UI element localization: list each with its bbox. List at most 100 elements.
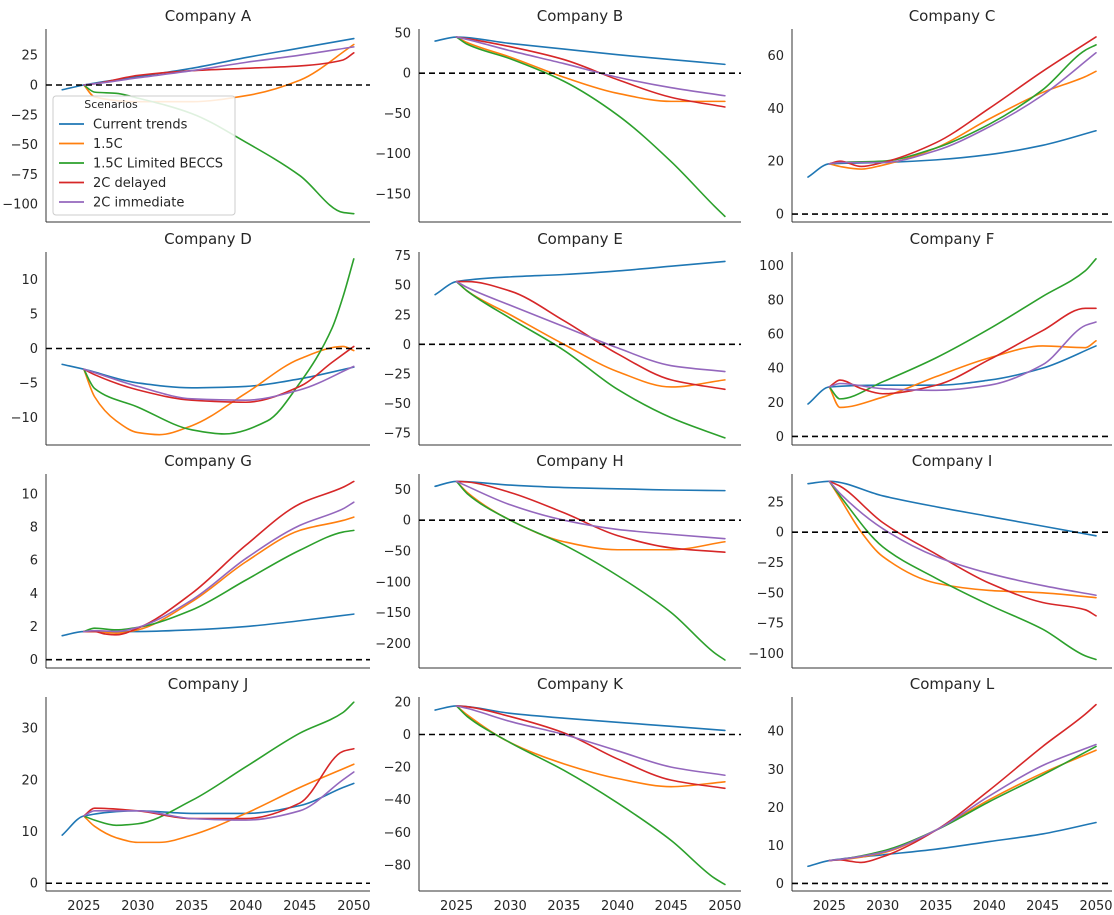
series-line-1-5c-limited-beccs [828, 480, 1097, 661]
panel-title: Company I [912, 452, 993, 470]
panel-company-e: Company E 75 50 25 0 −25 −50 −75 [384, 230, 741, 446]
panel-company-b: Company B 50 0 −50 −100 −150 [375, 7, 741, 223]
series-line-1-5c-limited-beccs [828, 745, 1097, 862]
plot-area [61, 258, 355, 436]
x-tick-label: 2050 [708, 899, 741, 914]
y-tick-label: 0 [30, 877, 38, 892]
plot-area [807, 480, 1097, 661]
series-line-2c-delayed [83, 480, 355, 636]
series-line-1-5c [83, 345, 355, 436]
y-tick-label: 25 [767, 495, 784, 510]
y-tick-label: 25 [21, 49, 38, 64]
series-line-1-5c [828, 749, 1097, 862]
y-tick-label: 50 [394, 483, 411, 498]
x-tick-label: 2025 [813, 899, 846, 914]
series-line-2c-delayed [455, 480, 726, 554]
series-line-2c-immediate [83, 771, 355, 821]
legend: Scenarios Current trends 1.5C 1.5C Limited … [52, 95, 236, 216]
y-tick-label: 10 [21, 487, 38, 502]
series-line-2c-delayed [828, 480, 1097, 617]
series-line-2c-immediate [83, 501, 355, 633]
y-tick-label: 10 [21, 273, 38, 288]
x-tick-label: 2030 [866, 899, 899, 914]
y-tick-label: −25 [11, 108, 38, 123]
y-tick-label: −50 [384, 544, 411, 559]
plot-area [434, 705, 726, 886]
y-tick-label: −60 [384, 826, 411, 841]
x-tick-label: 2040 [973, 899, 1006, 914]
y-tick-label: 50 [394, 27, 411, 42]
plot-area [434, 36, 726, 218]
legend-label-2c-delayed: 2C delayed [93, 176, 166, 191]
series-line-1-5c-limited-beccs [83, 529, 355, 633]
y-tick-label: −50 [757, 586, 784, 601]
y-tick-label: −100 [2, 198, 38, 213]
series-line-current-trends [434, 480, 726, 492]
panel-title: Company H [536, 452, 623, 470]
panel-company-f: Company F 100 80 60 40 20 0 [759, 230, 1112, 446]
y-tick-label: 0 [776, 526, 784, 541]
series-line-current-trends [807, 345, 1097, 405]
plot-area [61, 701, 355, 844]
legend-label-1-5c-limited-beccs: 1.5C Limited BECCS [93, 157, 223, 172]
series-line-1-5c [455, 480, 726, 551]
y-tick-label: −75 [384, 427, 411, 442]
y-tick-label: −75 [757, 617, 784, 632]
series-line-1-5c [83, 763, 355, 844]
x-tick-label: 2045 [283, 899, 316, 914]
legend-label-2c-immediate: 2C immediate [93, 196, 184, 211]
y-tick-label: 100 [759, 259, 784, 274]
y-tick-label: −75 [11, 168, 38, 183]
y-tick-label: 20 [767, 155, 784, 170]
series-line-2c-delayed [828, 703, 1097, 864]
y-tick-label: −100 [375, 575, 411, 590]
legend-title: Scenarios [84, 98, 138, 111]
x-tick-label: 2030 [121, 899, 154, 914]
series-line-2c-delayed [828, 307, 1097, 395]
y-tick-label: 20 [394, 695, 411, 710]
y-tick-label: 25 [394, 308, 411, 323]
x-tick-label: 2025 [67, 899, 100, 914]
plot-area [807, 258, 1097, 409]
panel-title: Company D [164, 230, 252, 248]
plot-area [61, 480, 355, 637]
y-tick-label: 0 [403, 338, 411, 353]
series-line-current-trends [61, 782, 355, 836]
panel-title: Company C [909, 7, 996, 25]
y-tick-label: 0 [30, 78, 38, 93]
y-tick-label: 5 [30, 308, 38, 323]
y-tick-label: −25 [384, 367, 411, 382]
panel-title: Company E [537, 230, 623, 248]
y-tick-label: 30 [767, 763, 784, 778]
panel-title: Company J [168, 675, 249, 693]
x-tick-label: 2045 [655, 899, 688, 914]
series-line-current-trends [434, 260, 726, 296]
y-tick-label: −25 [757, 556, 784, 571]
y-tick-label: −200 [375, 637, 411, 652]
panel-title: Company F [910, 230, 995, 248]
series-line-2c-immediate [828, 51, 1097, 165]
y-tick-label: −80 [384, 858, 411, 873]
y-tick-label: 4 [30, 587, 38, 602]
series-line-2c-immediate [83, 46, 355, 86]
x-tick-label: 2035 [547, 899, 580, 914]
series-line-2c-immediate [828, 743, 1097, 862]
series-line-1-5c-limited-beccs [83, 701, 355, 827]
y-tick-label: −40 [384, 793, 411, 808]
series-line-1-5c-limited-beccs [455, 705, 726, 886]
series-line-current-trends [807, 480, 1097, 537]
series-line-1-5c-limited-beccs [828, 258, 1097, 400]
y-tick-label: 80 [767, 293, 784, 308]
series-line-1-5c-limited-beccs [455, 480, 726, 661]
series-line-1-5c [455, 36, 726, 103]
legend-box [52, 95, 236, 216]
y-tick-label: 60 [767, 49, 784, 64]
series-line-1-5c [455, 280, 726, 388]
panel-title: Company B [537, 7, 623, 25]
series-line-2c-immediate [828, 480, 1097, 597]
plot-area [807, 703, 1097, 868]
y-tick-label: 0 [776, 208, 784, 223]
y-tick-label: −5 [19, 376, 38, 391]
series-line-2c-delayed [83, 345, 355, 404]
panel-company-j: Company J 30 20 10 0 2025 2030 2035 2040 2045 2050 [21, 675, 370, 914]
